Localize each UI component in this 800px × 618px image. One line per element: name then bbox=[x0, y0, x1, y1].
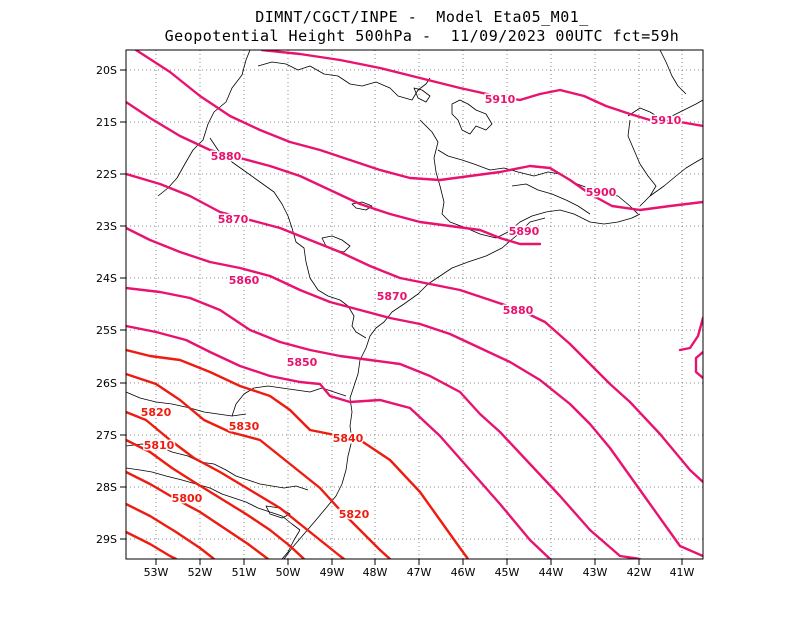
lon-label: 47W bbox=[407, 566, 432, 579]
lat-label: 20S bbox=[96, 64, 117, 77]
lon-label: 46W bbox=[451, 566, 476, 579]
country-state-borders bbox=[126, 50, 703, 559]
map-title-line1: DIMNT/CGCT/INPE - Model Eta05_M01_ bbox=[255, 8, 589, 26]
lat-label: 23S bbox=[96, 220, 117, 233]
contour-label-group: 5910 5910 5900 5890 5880 5880 5870 5870 … bbox=[139, 92, 683, 523]
contour-label: 5820 bbox=[141, 406, 172, 419]
lat-label: 25S bbox=[96, 324, 117, 337]
contour-label: 5890 bbox=[509, 225, 540, 238]
lat-label: 29S bbox=[96, 533, 117, 546]
lat-label: 24S bbox=[96, 272, 117, 285]
contour-label: 5900 bbox=[586, 186, 617, 199]
contour-label: 5910 bbox=[651, 114, 682, 127]
lon-label: 45W bbox=[495, 566, 520, 579]
contour-label: 5810 bbox=[144, 439, 175, 452]
geopotential-contours bbox=[126, 50, 703, 559]
graticule bbox=[126, 50, 703, 559]
contour-label: 5840 bbox=[333, 432, 364, 445]
lat-label: 22S bbox=[96, 168, 117, 181]
lon-label: 43W bbox=[583, 566, 608, 579]
contour-label: 5800 bbox=[172, 492, 203, 505]
lat-label: 28S bbox=[96, 481, 117, 494]
lon-label: 53W bbox=[144, 566, 169, 579]
lon-label: 51W bbox=[232, 566, 257, 579]
contour-label: 5870 bbox=[218, 213, 249, 226]
contour-label: 5830 bbox=[229, 420, 260, 433]
contour-label: 5870 bbox=[377, 290, 408, 303]
contour-label: 5880 bbox=[503, 304, 534, 317]
lon-label: 42W bbox=[627, 566, 652, 579]
map-title-line2: Geopotential Height 500hPa - 11/09/2023 … bbox=[164, 27, 680, 45]
lon-label: 41W bbox=[670, 566, 695, 579]
longitude-labels: 53W 52W 51W 50W 49W 48W 47W 46W 45W 44W … bbox=[144, 566, 695, 579]
contour-label: 5850 bbox=[287, 356, 318, 369]
lon-label: 44W bbox=[539, 566, 564, 579]
lon-label: 50W bbox=[276, 566, 301, 579]
axis-ticks bbox=[120, 69, 683, 565]
lon-label: 49W bbox=[320, 566, 345, 579]
contour-label: 5820 bbox=[339, 508, 370, 521]
contour-label: 5860 bbox=[229, 274, 260, 287]
latitude-labels: 20S 21S 22S 23S 24S 25S 26S 27S 28S 29S bbox=[96, 64, 117, 546]
contour-label: 5880 bbox=[211, 150, 242, 163]
lat-label: 26S bbox=[96, 377, 117, 390]
lon-label: 52W bbox=[188, 566, 213, 579]
contour-label: 5910 bbox=[485, 93, 516, 106]
lat-label: 21S bbox=[96, 116, 117, 129]
lat-label: 27S bbox=[96, 429, 117, 442]
lon-label: 48W bbox=[363, 566, 388, 579]
map-frame bbox=[125, 49, 704, 560]
